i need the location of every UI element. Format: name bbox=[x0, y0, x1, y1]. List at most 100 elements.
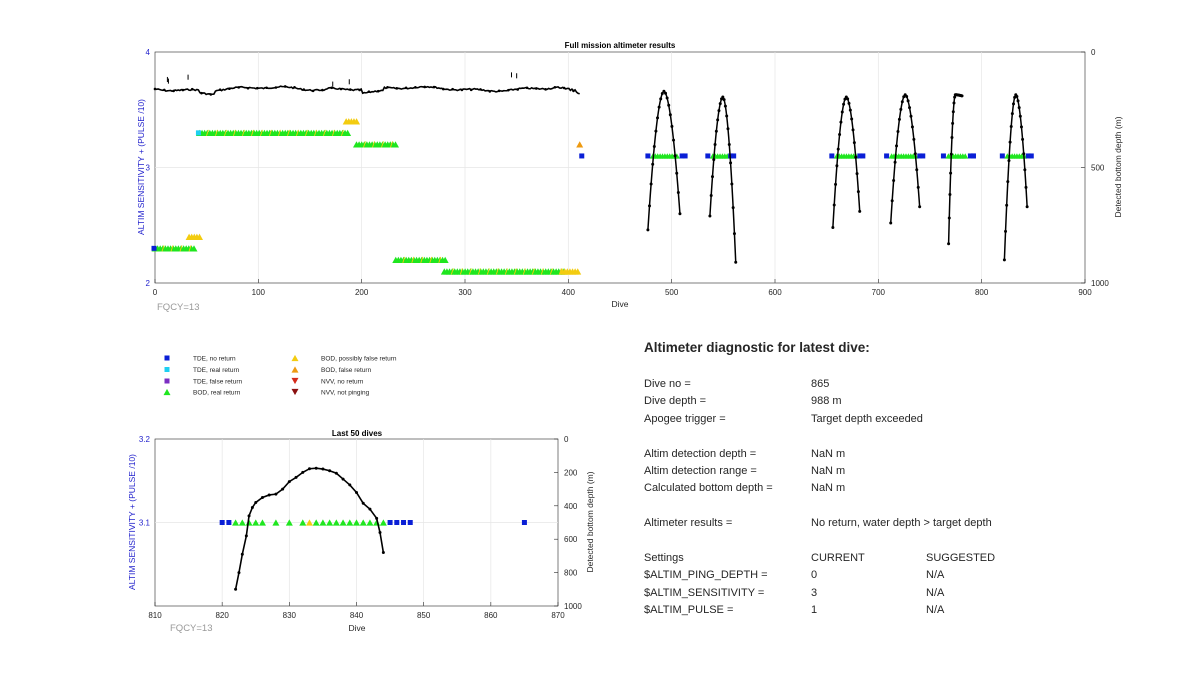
top-tde-marker bbox=[151, 245, 157, 251]
top-depth-point bbox=[237, 86, 240, 89]
top-depth-arch-point bbox=[660, 91, 664, 95]
pulse-current: 1 bbox=[811, 604, 818, 617]
top-possible-false-tick bbox=[323, 129, 326, 136]
top-depth-point bbox=[274, 86, 278, 89]
top-ytick-label: 3 bbox=[146, 164, 151, 173]
top-depth-arch-point bbox=[951, 110, 955, 114]
top-chart-fqcy-label: FQCY=13 bbox=[157, 302, 200, 313]
top-depth-arch-point bbox=[651, 162, 655, 166]
top-bod-marker bbox=[392, 141, 399, 148]
legend-label: NVV, no return bbox=[321, 379, 364, 386]
top-depth-arch-point bbox=[1016, 99, 1020, 103]
bottom-depth-point bbox=[361, 501, 365, 505]
top-xtick-label: 400 bbox=[562, 288, 576, 297]
top-depth-arch-point bbox=[893, 160, 897, 164]
top-depth-arch-point bbox=[672, 138, 676, 142]
top-depth-arch-point bbox=[1023, 168, 1027, 172]
top-tde-marker bbox=[579, 153, 585, 159]
top-depth-arch-point bbox=[1017, 106, 1021, 110]
top-depth-point bbox=[414, 86, 417, 89]
bottom-bod-marker bbox=[312, 519, 320, 526]
top-depth-point bbox=[321, 88, 324, 92]
bottom-depth-point bbox=[237, 571, 241, 575]
top-depth-point bbox=[544, 88, 547, 91]
legend-label: NVV, not pinging bbox=[321, 390, 370, 397]
top-possible-false-tick bbox=[504, 268, 508, 275]
bottom-xtick-label: 830 bbox=[283, 611, 297, 620]
bottom-chart-xlabel: Dive bbox=[348, 623, 365, 633]
bottom-bod-marker bbox=[379, 519, 387, 526]
calculated-depth-label: Calculated bottom depth = bbox=[644, 482, 773, 495]
top-tde-marker bbox=[682, 153, 688, 159]
top-depth-arch-point bbox=[646, 228, 650, 232]
ping-depth-suggested: N/A bbox=[926, 569, 945, 582]
bottom-bod-marker bbox=[285, 519, 293, 526]
top-depth-point bbox=[190, 87, 194, 91]
results-value: No return, water depth > target depth bbox=[811, 517, 992, 530]
top-depth-point bbox=[469, 88, 473, 92]
top-possible-false-tick bbox=[438, 256, 442, 264]
top-depth-arch-point bbox=[708, 214, 712, 218]
top-depth-arch-point bbox=[731, 206, 735, 210]
altimeter-diagnostic-panel: Altimeter diagnostic for latest dive: Di… bbox=[644, 340, 1184, 621]
top-depth-arch-point bbox=[900, 100, 904, 104]
top-depth-point bbox=[535, 87, 538, 90]
top-depth-point bbox=[265, 86, 268, 90]
bottom-tde-marker bbox=[226, 520, 232, 525]
top-chart-ticks: 0 100 200 300 400 500 600 700 800 900 2 3 4 0 500 1000 bbox=[146, 48, 1110, 297]
top-depth-point bbox=[153, 87, 157, 91]
top-depth-point bbox=[330, 86, 334, 90]
top-depth-arch-point bbox=[654, 129, 658, 133]
top-depth-arch-point bbox=[730, 182, 734, 186]
top-xtick-label: 300 bbox=[458, 288, 472, 297]
last-50-dives-chart: Last 50 dives 810 820 830 840 850 860 870 3.1 3.… bbox=[127, 429, 595, 634]
top-tde-marker bbox=[705, 153, 711, 159]
top-possible-false-tick bbox=[495, 268, 499, 275]
bottom-depth-point bbox=[321, 467, 325, 471]
pulse-suggested: N/A bbox=[926, 604, 945, 617]
top-depth-arch-point bbox=[854, 155, 858, 159]
top-depth-point bbox=[460, 88, 464, 92]
top-depth-arch-point bbox=[1004, 229, 1008, 233]
legend-label: BOD, real return bbox=[193, 390, 241, 397]
top-depth-arch-point bbox=[1024, 185, 1028, 189]
calculated-depth-value: NaN m bbox=[811, 482, 846, 495]
apogee-value: Target depth exceeded bbox=[811, 412, 923, 425]
top-depth-arch-point bbox=[668, 113, 672, 117]
top-depth-arch-point bbox=[906, 99, 910, 103]
top-tde-marker bbox=[967, 153, 973, 159]
bottom-ytick-right-label: 200 bbox=[564, 468, 578, 477]
top-depth-point bbox=[451, 87, 454, 91]
bottom-bod-marker bbox=[332, 519, 340, 526]
top-possible-false-tick bbox=[251, 129, 254, 136]
bottom-ytick-right-label: 400 bbox=[564, 502, 578, 511]
top-depth-arch-point bbox=[709, 193, 713, 197]
bottom-ytick-right-label: 800 bbox=[564, 569, 578, 578]
top-depth-arch-point bbox=[722, 98, 726, 102]
top-depth-arch-point bbox=[832, 203, 836, 207]
pulse-label: $ALTIM_PULSE = bbox=[644, 604, 734, 617]
top-depth-arch-point bbox=[839, 120, 843, 124]
top-depth-arch-point bbox=[913, 152, 917, 156]
detection-depth-row: Altim detection depth = NaN m bbox=[644, 448, 1184, 465]
top-depth-arch-point bbox=[1002, 258, 1006, 262]
top-tde-marker bbox=[731, 153, 737, 159]
top-depth-point bbox=[302, 88, 306, 91]
legend-marker bbox=[164, 355, 170, 361]
bottom-chart-fqcy-label: FQCY=13 bbox=[170, 623, 213, 634]
top-possible-false-tick bbox=[411, 256, 415, 264]
bottom-bod-marker bbox=[366, 519, 374, 526]
top-possible-false-tick bbox=[269, 129, 272, 136]
top-bod-marker bbox=[344, 129, 352, 136]
top-possible-false-tick bbox=[540, 268, 544, 275]
top-depth-arch-point bbox=[676, 191, 680, 195]
top-chart-ylabel: ALTIM SENSITIVITY + (PULSE /10) bbox=[136, 99, 146, 235]
top-possible-false-tick bbox=[287, 129, 290, 136]
top-depth-arch-point bbox=[950, 136, 954, 140]
top-possible-false-tick bbox=[314, 129, 317, 136]
bottom-bod-marker bbox=[359, 519, 367, 526]
dive-no-value: 865 bbox=[811, 378, 830, 390]
top-possible-false-tick bbox=[468, 268, 472, 275]
sensitivity-suggested: N/A bbox=[926, 586, 945, 599]
top-depth-arch-point bbox=[855, 172, 859, 176]
